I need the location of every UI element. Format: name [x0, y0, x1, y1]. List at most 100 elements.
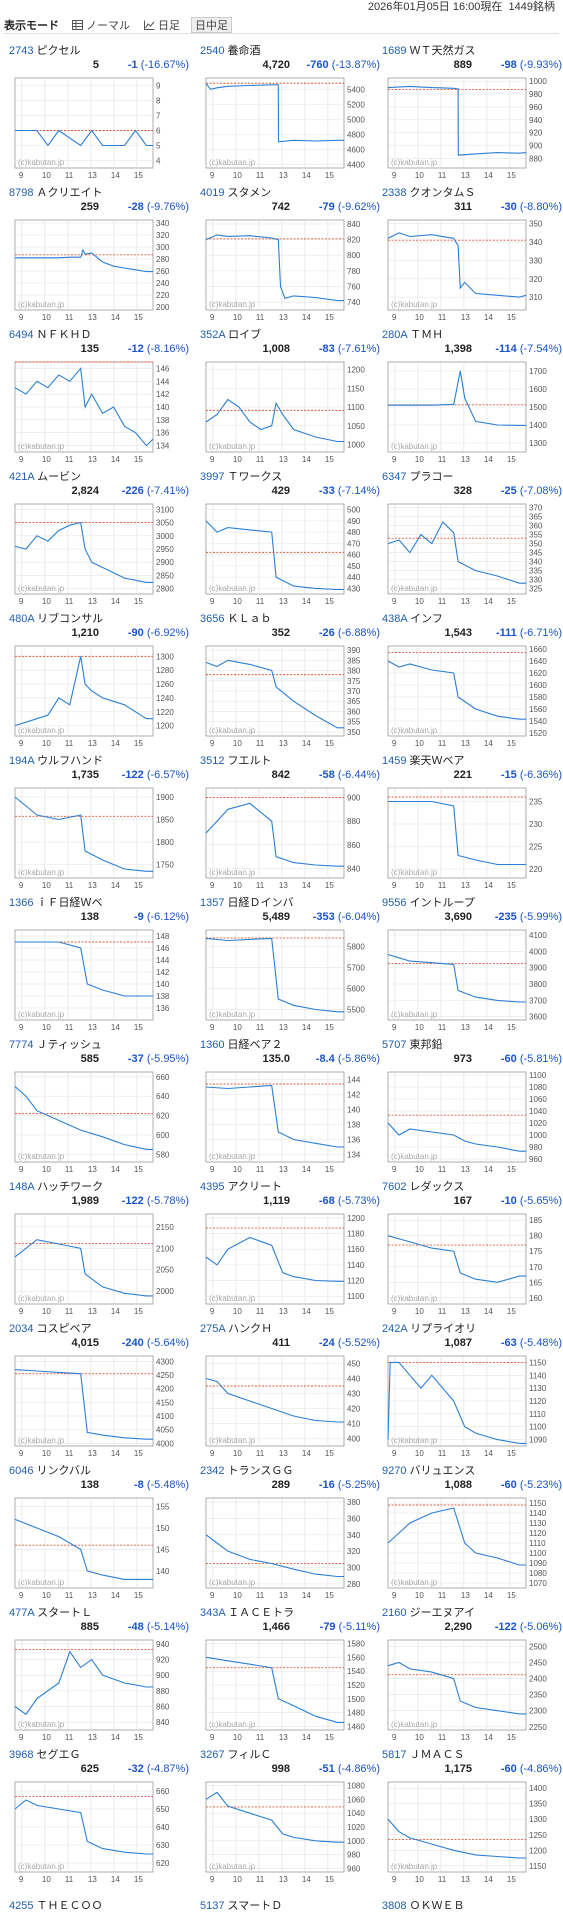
stock-card[interactable]: 4019 スタメン 742 -79 (-9.62%) 840 820 800 780 760 7…: [200, 186, 382, 323]
stock-code-link[interactable]: 3808: [382, 1900, 407, 1912]
stock-name[interactable]: ロイブ: [228, 329, 262, 341]
stock-code-link[interactable]: 2338: [382, 187, 407, 199]
intraday-chart[interactable]: 450 440 430 420 410 400 9 10 11 13 14 15 (c)kabutan.…: [204, 1352, 374, 1458]
stock-code-link[interactable]: 3997: [200, 471, 225, 483]
stock-name[interactable]: ウルフハンド: [37, 755, 104, 767]
stock-code-link[interactable]: 6347: [382, 471, 407, 483]
intraday-chart[interactable]: 1080 1060 1040 1020 1000 980 960 9 10 11 13 14 15 (c)…: [204, 1778, 374, 1884]
mode-intraday-button[interactable]: 日中足: [191, 16, 232, 33]
stock-code-link[interactable]: 421A: [9, 471, 35, 483]
stock-name[interactable]: ＮＦＫＨＤ: [36, 329, 92, 341]
intraday-chart[interactable]: 146 144 142 140 138 136 134 9 10 11 13 14 15 (c)kabut…: [13, 358, 183, 464]
stock-card[interactable]: 352A ロイブ 1,008 -83 (-7.61%) 1200 1150 1100 105…: [200, 328, 382, 465]
intraday-chart[interactable]: 370 365 360 355 350 345 340 335 330 325 9 10 11 13 14 1…: [386, 500, 556, 606]
intraday-chart[interactable]: 500 490 480 470 460 450 440 430 9 10 11 13 14 15 (c)ka…: [204, 500, 374, 606]
intraday-chart[interactable]: 1200 1150 1100 1050 1000 9 10 11 13 14 15 (c)kabuta…: [204, 358, 374, 464]
stock-name[interactable]: 日経ベア２: [227, 1039, 283, 1051]
stock-name[interactable]: ＪＭＡＣＳ: [409, 1749, 465, 1761]
stock-code-link[interactable]: 5817: [382, 1749, 407, 1761]
stock-card[interactable]: 3968 セグエＧ 625 -32 (-4.87%) 660 650 640 630 620 9…: [9, 1748, 191, 1885]
stock-card[interactable]: 275A ハンクＨ 411 -24 (-5.52%) 450 440 430 420 410 4…: [200, 1322, 382, 1459]
stock-card[interactable]: 1689 ＷＴ天然ガス 889 -98 (-9.93%) 1000 980 960 940 9…: [382, 44, 563, 181]
stock-code-link[interactable]: 275A: [200, 1323, 226, 1335]
stock-card[interactable]: 9556 イントループ 3,690 -235 (-5.99%) 4100 4000 390…: [382, 896, 563, 1033]
stock-card[interactable]: 5707 東邦鉛 973 -60 (-5.81%) 1100 1080 1060 1040 1…: [382, 1038, 563, 1175]
stock-card[interactable]: 438A インフ 1,543 -111 (-6.71%) 1660 1640 1620 16…: [382, 612, 563, 749]
stock-code-link[interactable]: 9556: [382, 897, 407, 909]
stock-name[interactable]: スタートＬ: [37, 1607, 93, 1619]
stock-card[interactable]: 2540 養命酒 4,720 -760 (-13.87%) 5400 5200 5000 4…: [200, 44, 382, 181]
intraday-chart[interactable]: 1400 1350 1300 1250 1200 1150 9 10 11 13 14 15 (c)ka…: [386, 1778, 556, 1884]
mode-daily-button[interactable]: 日足: [141, 17, 183, 33]
stock-code-link[interactable]: 242A: [382, 1323, 408, 1335]
stock-card[interactable]: 3512 フエルト 842 -58 (-6.44%) 900 880 860 840 9 10 1…: [200, 754, 382, 891]
intraday-chart[interactable]: 155 150 145 140 9 10 11 13 14 15 (c)kabutan.jp: [13, 1494, 183, 1600]
stock-card[interactable]: 2160 ジーエヌアイ 2,290 -122 (-5.06%) 2500 2450 240…: [382, 1606, 563, 1743]
stock-name[interactable]: プラコー: [409, 471, 454, 483]
stock-card-partial[interactable]: 5137 スマートＤ: [200, 1897, 282, 1913]
stock-name[interactable]: セグエＧ: [36, 1749, 81, 1761]
stock-code-link[interactable]: 1357: [200, 897, 225, 909]
stock-code-link[interactable]: 477A: [9, 1607, 35, 1619]
stock-name[interactable]: レダックス: [409, 1181, 465, 1193]
stock-card[interactable]: 3997 Ｔワークス 429 -33 (-7.14%) 500 490 480 470 460…: [200, 470, 382, 607]
intraday-chart[interactable]: 1580 1560 1540 1520 1500 1480 1460 9 10 11 13 14 15 (…: [204, 1636, 374, 1742]
stock-name[interactable]: アクリート: [227, 1181, 282, 1193]
stock-card[interactable]: 8798 Ａクリエイト 259 -28 (-9.76%) 340 320 300 280 26…: [9, 186, 191, 323]
stock-code-link[interactable]: 148A: [9, 1181, 35, 1193]
stock-card[interactable]: 242A リプライオリ 1,087 -63 (-5.48%) 1150 1140 1130…: [382, 1322, 563, 1459]
intraday-chart[interactable]: 380 360 340 320 300 280 9 10 11 13 14 15 (c)kabutan.…: [204, 1494, 374, 1600]
intraday-chart[interactable]: 5400 5200 5000 4800 4600 4400 9 10 11 13 14 15 (c)ka…: [204, 74, 374, 180]
stock-code-link[interactable]: 480A: [9, 613, 35, 625]
intraday-chart[interactable]: 1660 1640 1620 1600 1580 1560 1540 1520 9 10 11 13 1…: [386, 642, 556, 748]
stock-card[interactable]: 280A ＴＭＨ 1,398 -114 (-7.54%) 1700 1600 1500 14…: [382, 328, 563, 465]
stock-code-link[interactable]: 1459: [382, 755, 407, 767]
stock-card[interactable]: 6046 リンクバル 138 -8 (-5.48%) 155 150 145 140 9 10 1…: [9, 1464, 191, 1601]
intraday-chart[interactable]: 235 230 225 220 9 10 11 13 14 15 (c)kabutan.jp: [386, 784, 556, 890]
intraday-chart[interactable]: 185 180 175 170 165 160 9 10 11 13 14 15 (c)kabutan.…: [386, 1210, 556, 1316]
stock-card-partial[interactable]: 4255 ＴＨＥＣＯＯ: [9, 1897, 103, 1913]
stock-card[interactable]: 343A ＩＡＣＥトラ 1,466 -79 (-5.11%) 1580 1560 1540…: [200, 1606, 382, 1743]
intraday-chart[interactable]: 5800 5700 5600 5500 9 10 11 13 14 15 (c)kabutan.jp: [204, 926, 374, 1032]
intraday-chart[interactable]: 4300 4250 4200 4150 4100 4050 4000 9 10 11 13 14 15 (…: [13, 1352, 183, 1458]
stock-card-partial[interactable]: 3808 ＯＫＷＥＢ: [382, 1897, 465, 1913]
stock-name[interactable]: 東邦鉛: [409, 1039, 443, 1051]
stock-card[interactable]: 3656 ＫＬａｂ 352 -26 (-6.88%) 390 385 380 375 370 3…: [200, 612, 382, 749]
stock-name[interactable]: スマートＤ: [227, 1900, 283, 1912]
stock-name[interactable]: ＷＴ天然ガス: [409, 45, 476, 57]
stock-card[interactable]: 6494 ＮＦＫＨＤ 135 -12 (-8.16%) 146 144 142 140 138…: [9, 328, 191, 465]
stock-code-link[interactable]: 3267: [200, 1749, 225, 1761]
stock-name[interactable]: イントループ: [409, 897, 475, 909]
intraday-chart[interactable]: 390 385 380 375 370 365 360 355 350 9 10 11 13 14 15 (c…: [204, 642, 374, 748]
stock-code-link[interactable]: 2342: [200, 1465, 225, 1477]
intraday-chart[interactable]: 1200 1180 1160 1140 1120 1100 9 10 11 13 14 15 (c)ka…: [204, 1210, 374, 1316]
intraday-chart[interactable]: 940 920 900 880 860 840 9 10 11 13 14 15 (c)kabutan.…: [13, 1636, 183, 1742]
stock-name[interactable]: ＴＨＥＣＯＯ: [36, 1900, 103, 1912]
stock-code-link[interactable]: 194A: [9, 755, 35, 767]
stock-name[interactable]: 養命酒: [227, 45, 261, 57]
intraday-chart[interactable]: 3100 3050 3000 2950 2900 2850 2800 9 10 11 13 14 15 (…: [13, 500, 183, 606]
stock-card[interactable]: 4395 アクリート 1,119 -68 (-5.73%) 1200 1180 1160 1…: [200, 1180, 382, 1317]
stock-card[interactable]: 1357 日経Ｄインバ 5,489 -353 (-6.04%) 5800 5700 560…: [200, 896, 382, 1033]
stock-name[interactable]: ムービン: [37, 471, 82, 483]
intraday-chart[interactable]: 1150 1140 1130 1120 1110 1100 1090 1080 1070 9 10 1…: [386, 1494, 556, 1600]
intraday-chart[interactable]: 1000 980 960 940 920 900 880 9 10 11 13 14 15 (c)kabu…: [386, 74, 556, 180]
stock-card[interactable]: 6347 プラコー 328 -25 (-7.08%) 370 365 360 355 350 3…: [382, 470, 563, 607]
intraday-chart[interactable]: 144 142 140 138 136 134 9 10 11 13 14 15 (c)kabutan.…: [204, 1068, 374, 1174]
intraday-chart[interactable]: 1900 1850 1800 1750 9 10 11 13 14 15 (c)kabutan.jp: [13, 784, 183, 890]
stock-name[interactable]: Ａクリエイト: [36, 187, 103, 199]
stock-card[interactable]: 194A ウルフハンド 1,735 -122 (-6.57%) 1900 1850 180…: [9, 754, 191, 891]
intraday-chart[interactable]: 1100 1080 1060 1040 1020 1000 980 960 9 10 11 13 14 1…: [386, 1068, 556, 1174]
stock-name[interactable]: ＫＬａｂ: [227, 613, 272, 625]
stock-code-link[interactable]: 3968: [9, 1749, 34, 1761]
stock-code-link[interactable]: 3656: [200, 613, 225, 625]
stock-name[interactable]: 日経Ｄインバ: [227, 897, 294, 909]
stock-card[interactable]: 7774 Ｊティッシュ 585 -37 (-5.95%) 660 640 620 600 58…: [9, 1038, 191, 1175]
intraday-chart[interactable]: 660 640 620 600 580 9 10 11 13 14 15 (c)kabutan.jp: [13, 1068, 183, 1174]
stock-name[interactable]: ピクセル: [36, 45, 81, 57]
stock-card[interactable]: 2338 クオンタムＳ 311 -30 (-8.80%) 350 340 330 320 31…: [382, 186, 563, 323]
stock-card[interactable]: 2342 トランスＧＧ 289 -16 (-5.25%) 380 360 340 320 30…: [200, 1464, 382, 1601]
stock-code-link[interactable]: 7774: [9, 1039, 34, 1051]
stock-name[interactable]: フエルト: [227, 755, 272, 767]
stock-name[interactable]: ＩＡＣＥトラ: [228, 1607, 295, 1619]
